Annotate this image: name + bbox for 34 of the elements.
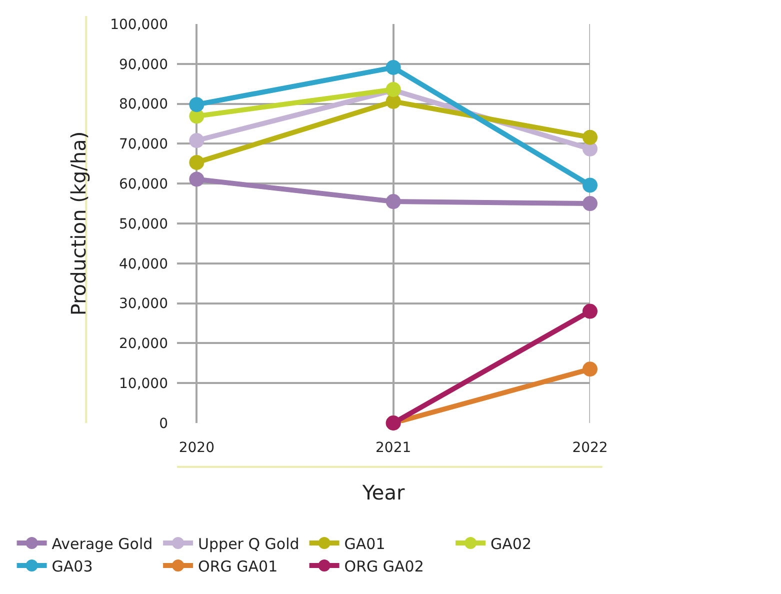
point xyxy=(386,194,401,210)
y-tick-label: 70,000 xyxy=(119,136,168,153)
point xyxy=(189,154,204,170)
y-tick-label: 80,000 xyxy=(119,96,168,113)
legend-label: Average Gold xyxy=(52,534,153,553)
legend-label: Upper Q Gold xyxy=(198,534,300,553)
point xyxy=(189,97,204,112)
y-tick-label: 40,000 xyxy=(119,256,168,272)
point xyxy=(582,130,598,145)
point xyxy=(189,133,204,148)
y-tick-label: 60,000 xyxy=(119,176,168,192)
x-tick-label: 2020 xyxy=(178,440,214,456)
point xyxy=(386,60,401,75)
point xyxy=(582,196,598,212)
y-tick-label: 90,000 xyxy=(119,56,168,73)
y-axis-title: Production (kg/ha) xyxy=(66,131,91,316)
legend-label: GA01 xyxy=(344,534,386,553)
legend-label: GA02 xyxy=(490,534,532,553)
legend-label: ORG GA01 xyxy=(198,557,278,576)
point xyxy=(582,178,598,193)
x-tick-label: 2022 xyxy=(572,440,608,456)
point xyxy=(582,304,598,319)
x-tick-label: 2021 xyxy=(376,440,412,456)
point xyxy=(582,362,598,377)
y-tick-label: 0 xyxy=(159,416,168,432)
y-tick-label: 10,000 xyxy=(119,376,168,392)
point xyxy=(189,172,204,187)
y-tick-label: 30,000 xyxy=(119,296,168,312)
y-tick-label: 50,000 xyxy=(119,216,168,232)
x-axis-title: Year xyxy=(361,480,406,504)
legend-label: GA03 xyxy=(52,557,93,576)
legend-label: ORG GA02 xyxy=(344,557,424,576)
y-tick-label: 100,000 xyxy=(110,16,168,33)
y-tick-label: 20,000 xyxy=(119,336,168,352)
